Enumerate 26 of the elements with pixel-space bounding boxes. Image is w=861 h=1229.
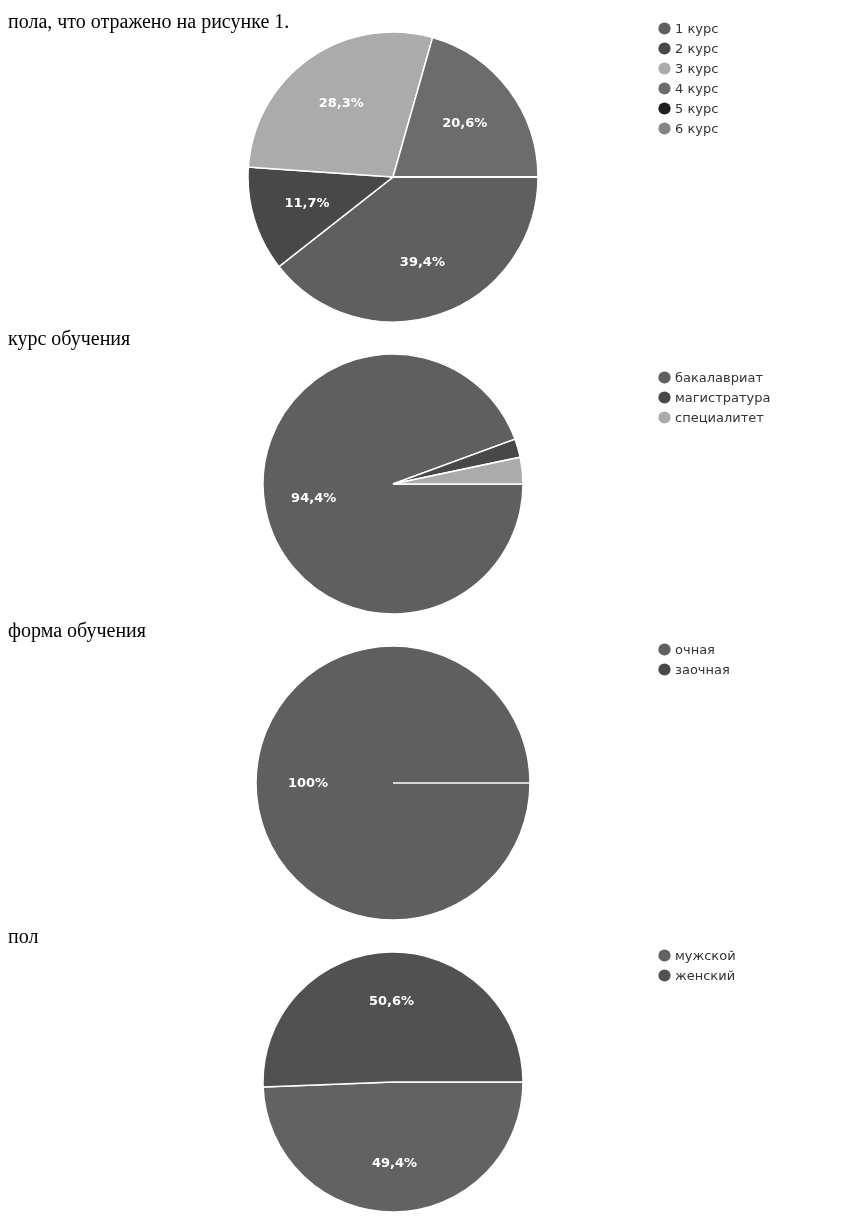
data-label: 20,6% — [442, 114, 488, 130]
data-label: 11,7% — [284, 195, 330, 211]
text: пола, что отражено на рисунке 1. — [8, 10, 290, 33]
data-label: 39,4% — [399, 253, 445, 269]
legend-label: 4 курс — [675, 80, 719, 96]
legend-label: 1 курс — [675, 20, 719, 36]
legend-label: специалитет — [675, 409, 765, 425]
data-label: 50,6% — [368, 993, 415, 1009]
pie-slice — [262, 353, 524, 615]
data-label: 94,4% — [291, 490, 337, 506]
text: форма обучения — [8, 619, 147, 642]
legend-label: заочная — [675, 661, 730, 677]
data-label: 100% — [287, 775, 329, 790]
legend-label: мужской — [675, 947, 736, 963]
legend-label: 3 курс — [675, 60, 719, 76]
data-label: 28,3% — [318, 95, 364, 111]
data-label: 49,4% — [371, 1154, 418, 1170]
legend-label: бакалавриат — [675, 369, 764, 385]
legend-label: 6 курс — [675, 120, 719, 136]
legend-label: магистратура — [675, 389, 771, 405]
legend-label: очная — [675, 641, 715, 657]
legend-label: 2 курс — [675, 40, 719, 56]
text: пол — [8, 925, 39, 947]
legend-label: 5 курс — [675, 100, 719, 116]
text: курс обучения — [8, 327, 131, 350]
legend-label: женский — [675, 967, 736, 983]
